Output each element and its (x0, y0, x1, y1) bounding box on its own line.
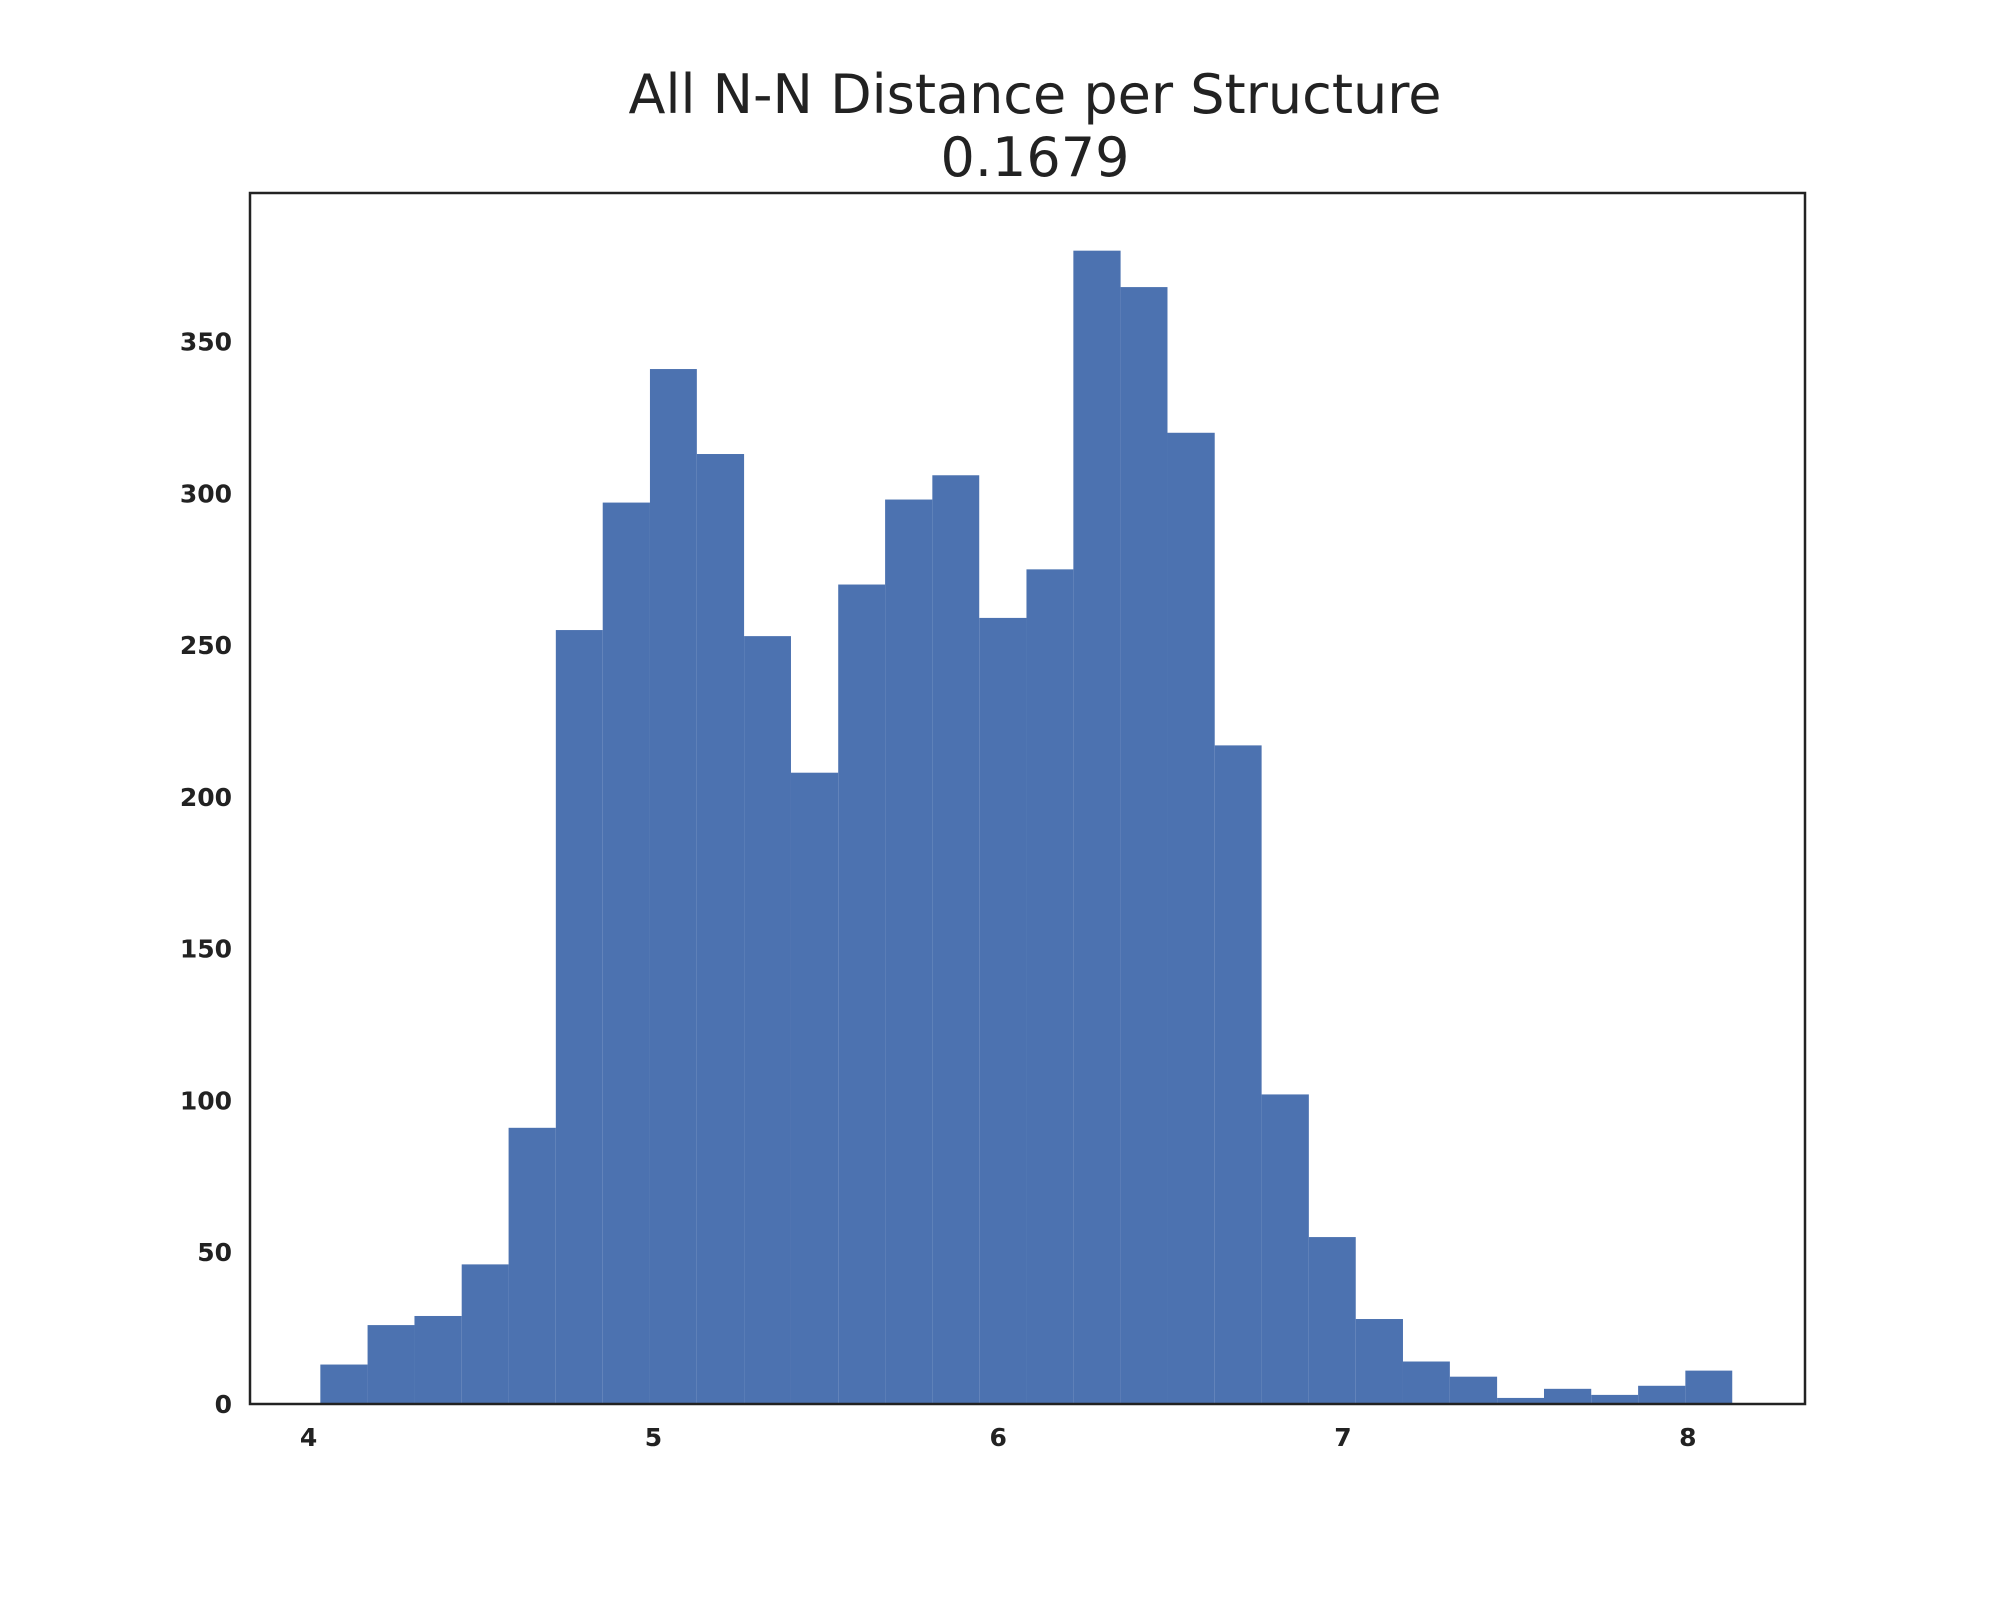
histogram-bar (320, 1364, 368, 1404)
y-tick-label: 150 (180, 935, 232, 964)
x-tick-label: 5 (645, 1423, 662, 1452)
histogram-bar (744, 636, 791, 1404)
histogram-bar (885, 499, 933, 1405)
histogram-bar (838, 584, 886, 1404)
histogram-bar (1167, 432, 1215, 1404)
x-axis-ticks: 4 5 6 7 8 (300, 1423, 1697, 1452)
histogram-bar (1261, 1094, 1309, 1404)
histogram-bar (1214, 745, 1262, 1404)
y-tick-label: 350 (180, 328, 232, 357)
y-tick-label: 200 (180, 783, 232, 812)
histogram-bar (414, 1315, 462, 1404)
histogram-bar (1073, 250, 1121, 1405)
histogram-bar (1543, 1388, 1592, 1404)
y-tick-label: 0 (215, 1390, 232, 1419)
histogram-bar (1402, 1361, 1450, 1404)
x-tick-label: 7 (1334, 1423, 1351, 1452)
x-tick-label: 8 (1679, 1423, 1696, 1452)
y-tick-label: 50 (197, 1238, 232, 1267)
histogram-bar (1355, 1319, 1403, 1404)
chart-title: All N-N Distance per Structure (629, 63, 1442, 126)
histogram-bar (790, 772, 839, 1404)
histogram-bar (1120, 287, 1168, 1405)
histogram-bar (1449, 1376, 1498, 1404)
histogram-bar (1685, 1370, 1733, 1404)
histogram-bar (1497, 1397, 1544, 1404)
histogram-bar (1638, 1385, 1686, 1404)
chart-subtitle: 0.1679 (941, 126, 1130, 189)
histogram-bar (555, 630, 603, 1404)
y-tick-label: 300 (180, 479, 232, 508)
plot-frame (248, 191, 1807, 1406)
y-axis-ticks: 0 50 100 150 200 250 300 350 (180, 328, 232, 1419)
histogram-bar (1308, 1237, 1356, 1404)
histogram-bar (461, 1264, 509, 1404)
x-tick-label: 4 (300, 1423, 317, 1452)
y-tick-label: 250 (180, 631, 232, 660)
x-tick-label: 6 (989, 1423, 1006, 1452)
histogram-bar (649, 369, 697, 1404)
histogram-bar (602, 502, 650, 1404)
histogram-bar (367, 1325, 415, 1404)
histogram-bar (1591, 1394, 1639, 1404)
histogram-bar (1026, 569, 1074, 1404)
histogram-bar (932, 475, 980, 1404)
histogram-bar (696, 454, 745, 1404)
histogram-bar (979, 617, 1027, 1404)
y-tick-label: 100 (180, 1086, 232, 1115)
histogram-bar (508, 1127, 556, 1404)
histogram-bars (320, 250, 1733, 1405)
